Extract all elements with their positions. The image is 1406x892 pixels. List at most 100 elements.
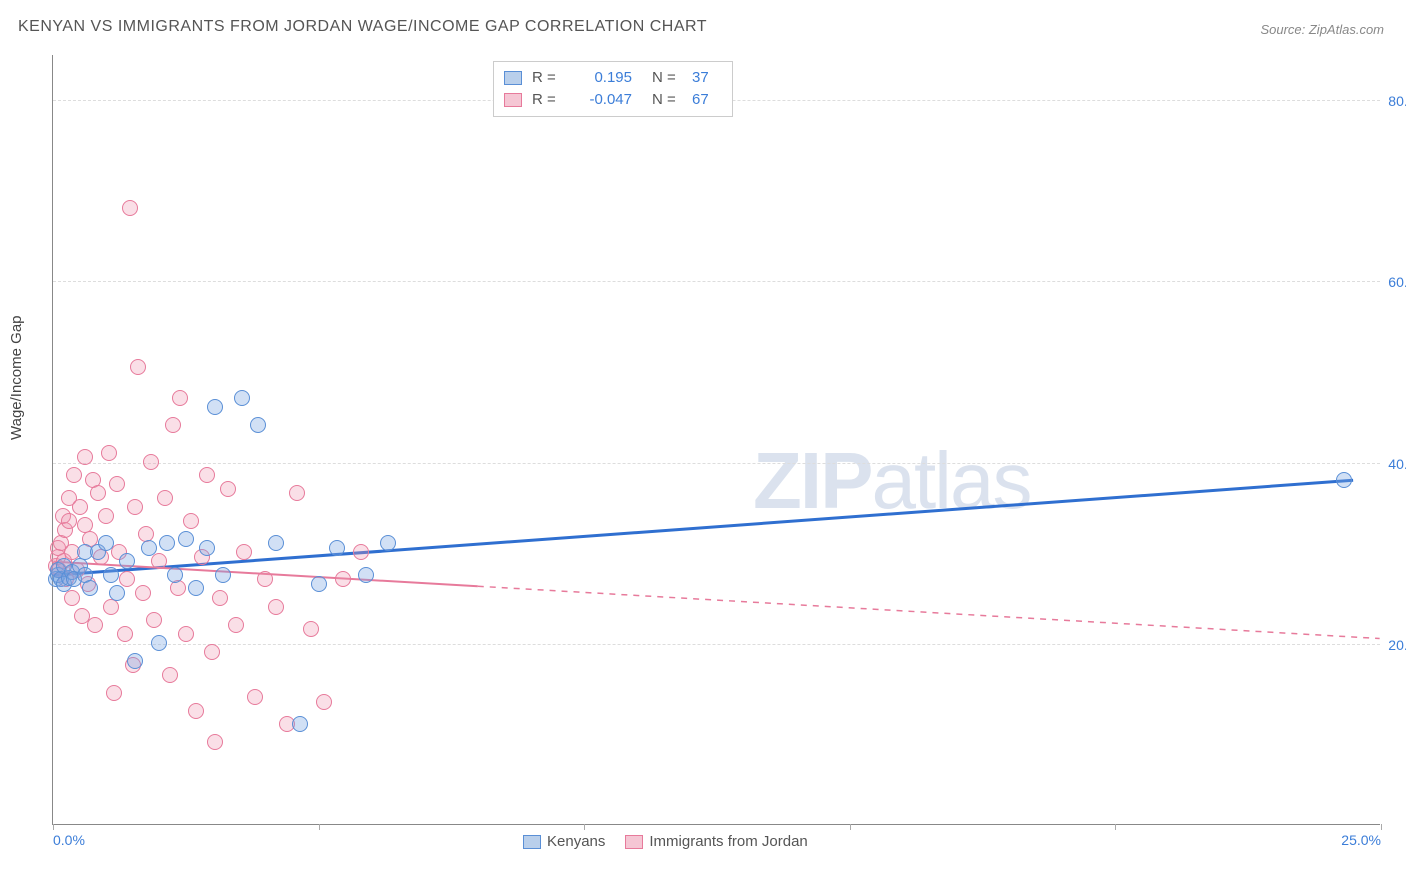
scatter-point <box>119 553 135 569</box>
y-axis-title: Wage/Income Gap <box>8 315 25 440</box>
scatter-point <box>268 599 284 615</box>
regression-lines <box>53 55 1380 824</box>
scatter-point <box>141 540 157 556</box>
watermark-bold: ZIP <box>753 436 871 525</box>
x-tick <box>1381 824 1382 830</box>
scatter-point <box>178 531 194 547</box>
scatter-point <box>257 571 273 587</box>
scatter-point <box>82 580 98 596</box>
scatter-point <box>353 544 369 560</box>
scatter-point <box>199 467 215 483</box>
scatter-point <box>143 454 159 470</box>
x-tick-label: 0.0% <box>53 832 85 848</box>
scatter-point <box>204 644 220 660</box>
scatter-point <box>127 653 143 669</box>
legend-swatch <box>523 835 541 849</box>
plot-area: ZIPatlas 20.0%40.0%60.0%80.0% 0.0%25.0% … <box>52 55 1380 825</box>
scatter-point <box>207 734 223 750</box>
scatter-point <box>236 544 252 560</box>
scatter-point <box>188 580 204 596</box>
legend-stats-row: R = -0.047 N = 67 <box>504 89 722 111</box>
scatter-point <box>119 571 135 587</box>
scatter-point <box>292 716 308 732</box>
scatter-point <box>329 540 345 556</box>
scatter-point <box>199 540 215 556</box>
scatter-point <box>178 626 194 642</box>
legend-series-label: Immigrants from Jordan <box>649 833 807 850</box>
regression-line-dashed <box>478 586 1380 638</box>
scatter-point <box>159 535 175 551</box>
chart-title: KENYAN VS IMMIGRANTS FROM JORDAN WAGE/IN… <box>18 18 707 36</box>
scatter-point <box>228 617 244 633</box>
scatter-point <box>172 390 188 406</box>
scatter-point <box>98 535 114 551</box>
scatter-point <box>151 635 167 651</box>
r-label: R = <box>532 67 562 89</box>
scatter-point <box>66 467 82 483</box>
n-label: N = <box>652 89 682 111</box>
x-tick-label: 25.0% <box>1341 832 1381 848</box>
r-value: 0.195 <box>572 67 632 89</box>
gridline: 40.0% <box>53 463 1380 464</box>
scatter-point <box>207 399 223 415</box>
scatter-point <box>146 612 162 628</box>
legend-series-label: Kenyans <box>547 833 605 850</box>
scatter-point <box>122 200 138 216</box>
scatter-point <box>151 553 167 569</box>
watermark: ZIPatlas <box>753 435 1030 527</box>
scatter-point <box>170 580 186 596</box>
legend-stats: R = 0.195 N = 37 R = -0.047 N = 67 <box>493 61 733 117</box>
scatter-point <box>335 571 351 587</box>
scatter-point <box>101 445 117 461</box>
x-tick <box>1115 824 1116 830</box>
legend-swatch <box>625 835 643 849</box>
scatter-point <box>188 703 204 719</box>
legend-swatch <box>504 71 522 85</box>
watermark-rest: atlas <box>871 436 1030 525</box>
scatter-point <box>77 449 93 465</box>
n-value: 67 <box>692 89 722 111</box>
scatter-point <box>1336 472 1352 488</box>
x-tick <box>850 824 851 830</box>
n-label: N = <box>652 67 682 89</box>
scatter-point <box>109 585 125 601</box>
scatter-point <box>162 667 178 683</box>
scatter-point <box>135 585 151 601</box>
x-tick <box>584 824 585 830</box>
legend-series: Kenyans Immigrants from Jordan <box>523 833 808 850</box>
scatter-point <box>106 685 122 701</box>
scatter-point <box>250 417 266 433</box>
scatter-point <box>289 485 305 501</box>
scatter-point <box>167 567 183 583</box>
scatter-point <box>234 390 250 406</box>
legend-series-item: Kenyans <box>523 833 605 850</box>
r-value: -0.047 <box>572 89 632 111</box>
legend-series-item: Immigrants from Jordan <box>625 833 807 850</box>
scatter-point <box>103 567 119 583</box>
scatter-point <box>303 621 319 637</box>
scatter-point <box>87 617 103 633</box>
scatter-point <box>165 417 181 433</box>
scatter-point <box>98 508 114 524</box>
x-tick <box>53 824 54 830</box>
scatter-point <box>311 576 327 592</box>
scatter-point <box>90 485 106 501</box>
scatter-point <box>358 567 374 583</box>
scatter-point <box>212 590 228 606</box>
scatter-point <box>157 490 173 506</box>
scatter-point <box>183 513 199 529</box>
n-value: 37 <box>692 67 722 89</box>
r-label: R = <box>532 89 562 111</box>
gridline: 20.0% <box>53 644 1380 645</box>
gridline: 60.0% <box>53 281 1380 282</box>
y-tick-label: 40.0% <box>1388 456 1406 472</box>
scatter-point <box>109 476 125 492</box>
legend-stats-row: R = 0.195 N = 37 <box>504 67 722 89</box>
regression-line <box>53 480 1353 575</box>
scatter-point <box>72 499 88 515</box>
legend-swatch <box>504 93 522 107</box>
source-attribution: Source: ZipAtlas.com <box>1260 22 1384 37</box>
scatter-point <box>64 590 80 606</box>
y-tick-label: 20.0% <box>1388 637 1406 653</box>
scatter-point <box>268 535 284 551</box>
